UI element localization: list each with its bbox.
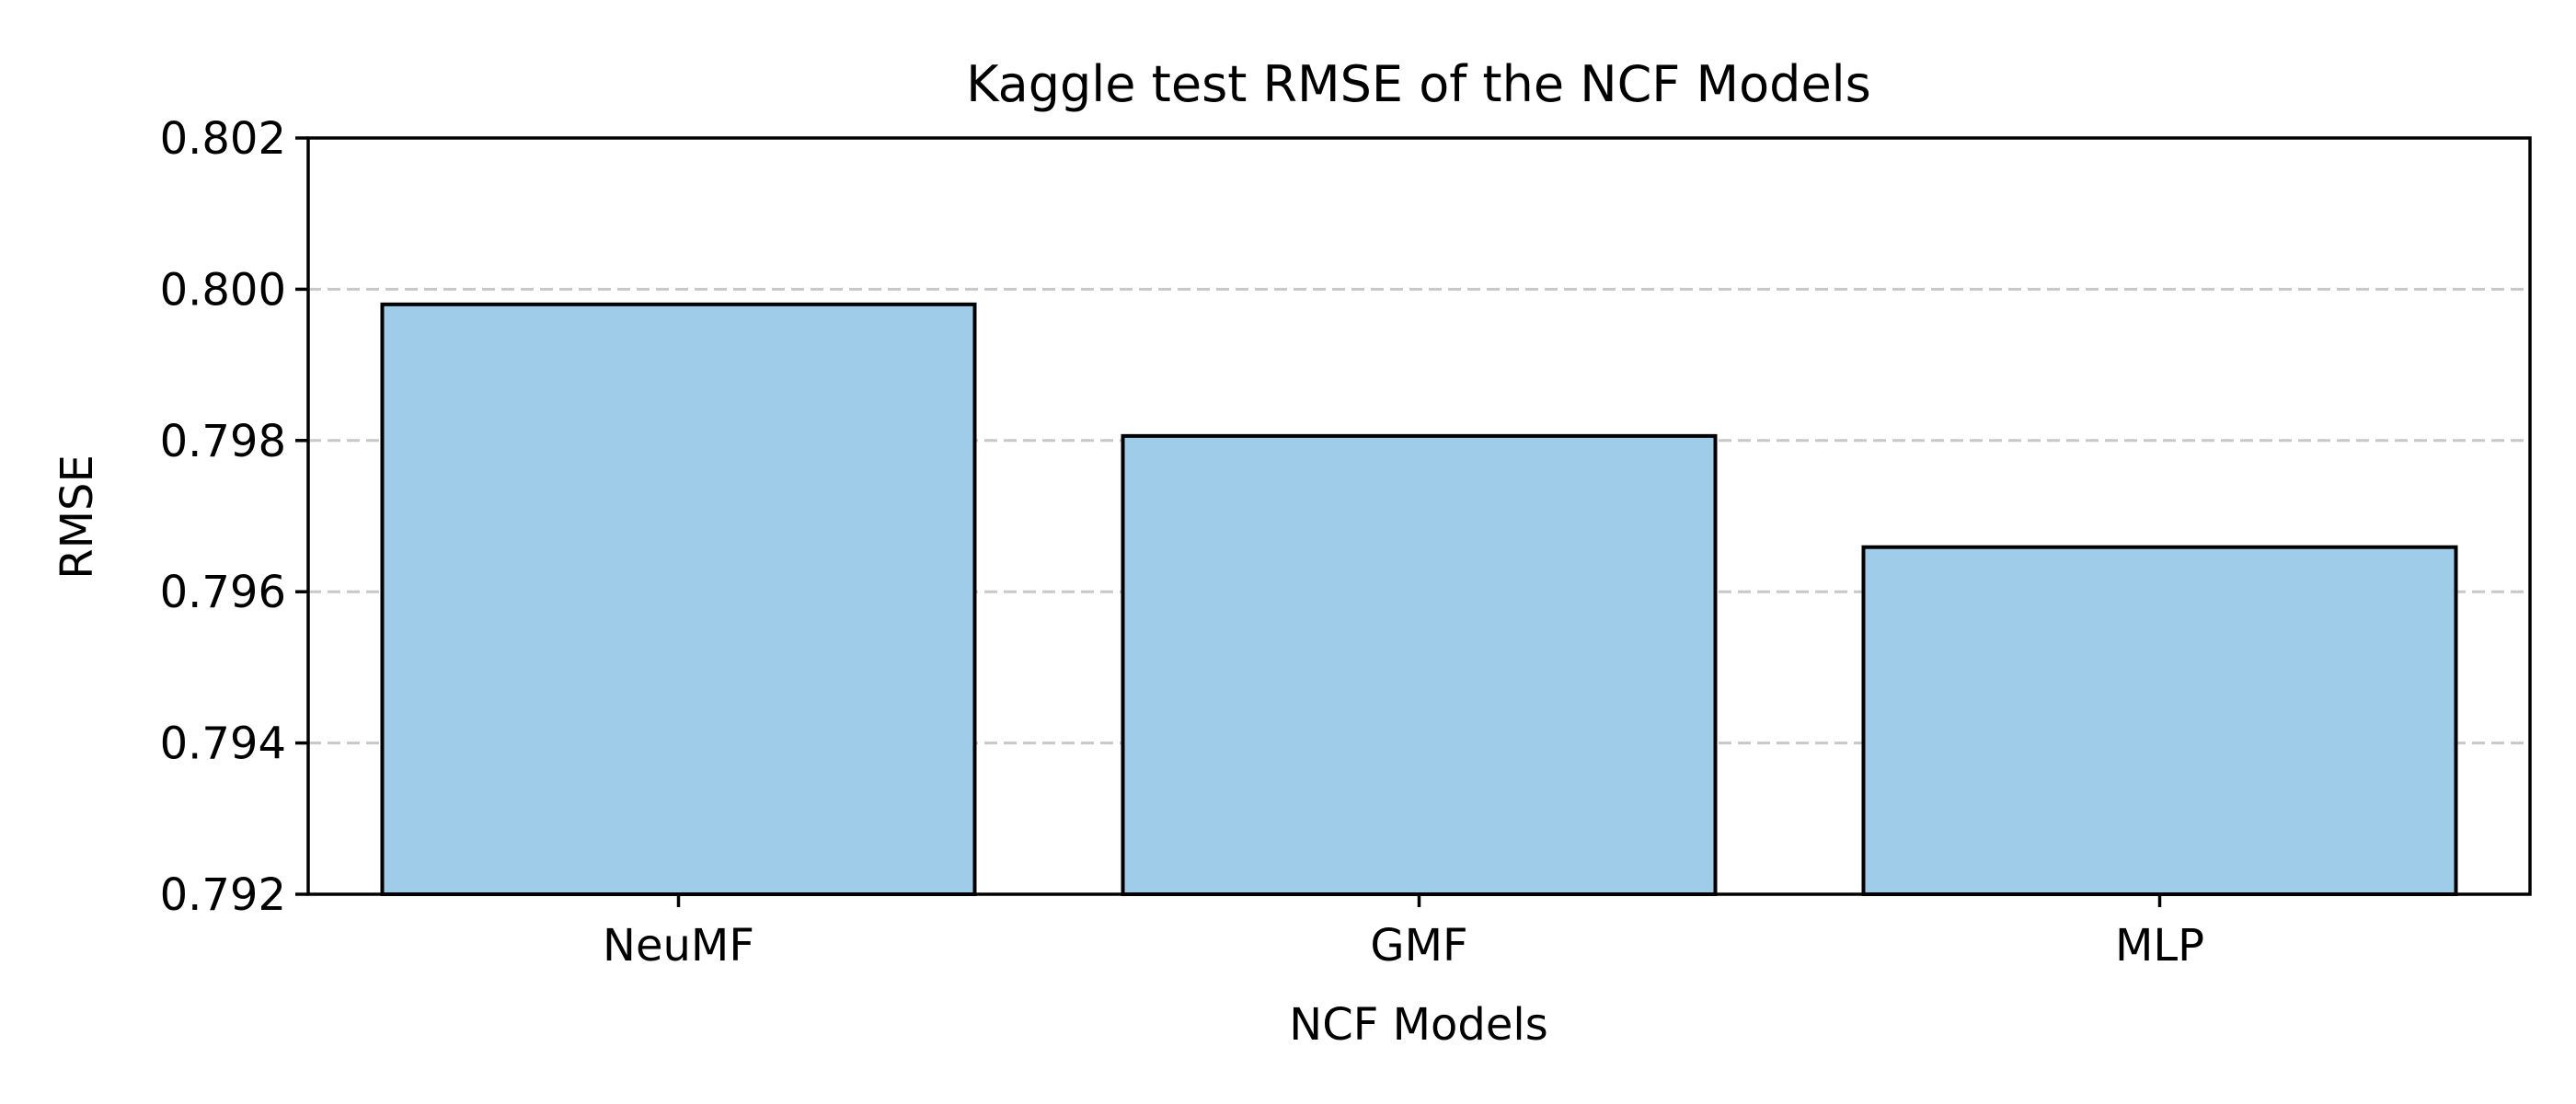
bar-neumf	[380, 302, 977, 896]
y-tick-label: 0.798	[160, 416, 286, 467]
bar-mlp	[1861, 545, 2458, 897]
x-axis-label: NCF Models	[1289, 999, 1547, 1051]
y-tick-label: 0.800	[160, 264, 286, 316]
y-tick-label: 0.792	[160, 869, 286, 921]
y-tick-label: 0.802	[160, 113, 286, 165]
x-tick-label: MLP	[2115, 920, 2204, 972]
x-axis-ticks: NeuMF GMF MLP	[603, 894, 2204, 972]
y-axis-label: RMSE	[52, 454, 103, 580]
bars	[380, 302, 2458, 897]
y-tick-label: 0.796	[160, 567, 286, 618]
y-tick-label: 0.794	[160, 719, 286, 770]
y-axis-ticks: 0.792 0.794 0.796 0.798 0.800 0.802	[160, 113, 308, 921]
chart-title: Kaggle test RMSE of the NCF Models	[966, 55, 1871, 113]
x-tick-label: GMF	[1370, 920, 1467, 972]
x-tick-label: NeuMF	[603, 920, 754, 972]
bar-gmf	[1121, 433, 1718, 896]
